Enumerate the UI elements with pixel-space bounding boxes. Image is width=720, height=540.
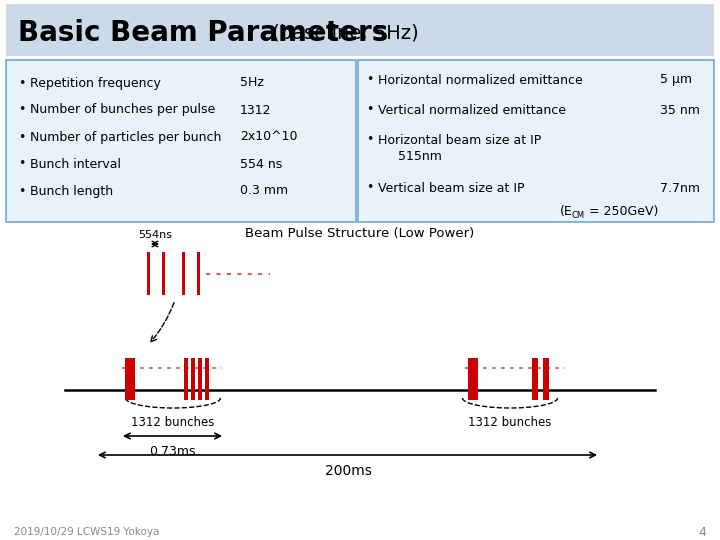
Text: Basic Beam Parameters: Basic Beam Parameters: [18, 19, 388, 47]
Text: Horizontal normalized emittance: Horizontal normalized emittance: [378, 73, 582, 86]
Bar: [161, 252, 164, 295]
Text: •: •: [18, 158, 25, 171]
Bar: [197, 252, 199, 295]
Text: Vertical normalized emittance: Vertical normalized emittance: [378, 104, 566, 117]
Text: CM: CM: [572, 211, 585, 219]
Text: •: •: [18, 77, 25, 90]
Bar: [468, 358, 478, 400]
Text: 1312 bunches: 1312 bunches: [468, 416, 552, 429]
Text: •: •: [366, 133, 374, 146]
Bar: [146, 252, 150, 295]
Text: •: •: [366, 181, 374, 194]
Text: •: •: [18, 104, 25, 117]
Text: 2x10^10: 2x10^10: [240, 131, 297, 144]
Bar: [191, 358, 194, 400]
Text: 554 ns: 554 ns: [240, 158, 282, 171]
Bar: [6, 60, 356, 222]
Text: 200ms: 200ms: [325, 464, 372, 478]
Text: Vertical beam size at IP: Vertical beam size at IP: [378, 181, 524, 194]
Text: Number of particles per bunch: Number of particles per bunch: [30, 131, 221, 144]
Text: 4: 4: [698, 525, 706, 538]
Text: 2019/10/29 LCWS19 Yokoya: 2019/10/29 LCWS19 Yokoya: [14, 527, 159, 537]
Bar: [531, 358, 538, 400]
Text: 7.7nm: 7.7nm: [660, 181, 700, 194]
Text: Repetition frequency: Repetition frequency: [30, 77, 161, 90]
Text: Beam Pulse Structure (Low Power): Beam Pulse Structure (Low Power): [246, 227, 474, 240]
Text: 515nm: 515nm: [398, 150, 442, 163]
Text: •: •: [18, 185, 25, 198]
Text: (baseline, 5Hz): (baseline, 5Hz): [266, 24, 419, 43]
Text: 554ns: 554ns: [138, 230, 172, 240]
Bar: [358, 60, 714, 222]
Text: 0.3 mm: 0.3 mm: [240, 185, 288, 198]
Text: 0.73ms: 0.73ms: [149, 445, 195, 458]
Text: •: •: [366, 73, 374, 86]
Text: Number of bunches per pulse: Number of bunches per pulse: [30, 104, 215, 117]
Text: Bunch interval: Bunch interval: [30, 158, 121, 171]
Text: Horizontal beam size at IP: Horizontal beam size at IP: [378, 133, 541, 146]
Text: (E: (E: [560, 206, 572, 219]
Bar: [6, 4, 714, 56]
Text: •: •: [18, 131, 25, 144]
Text: Bunch length: Bunch length: [30, 185, 113, 198]
Text: 1312: 1312: [240, 104, 271, 117]
Text: = 250GeV): = 250GeV): [585, 206, 658, 219]
Text: 1312 bunches: 1312 bunches: [131, 416, 215, 429]
Text: 5Hz: 5Hz: [240, 77, 264, 90]
Text: 35 nm: 35 nm: [660, 104, 700, 117]
Bar: [197, 358, 202, 400]
Text: •: •: [366, 104, 374, 117]
Bar: [125, 358, 135, 400]
Bar: [204, 358, 209, 400]
Text: 5 μm: 5 μm: [660, 73, 692, 86]
Bar: [184, 358, 187, 400]
Bar: [542, 358, 549, 400]
Bar: [181, 252, 184, 295]
